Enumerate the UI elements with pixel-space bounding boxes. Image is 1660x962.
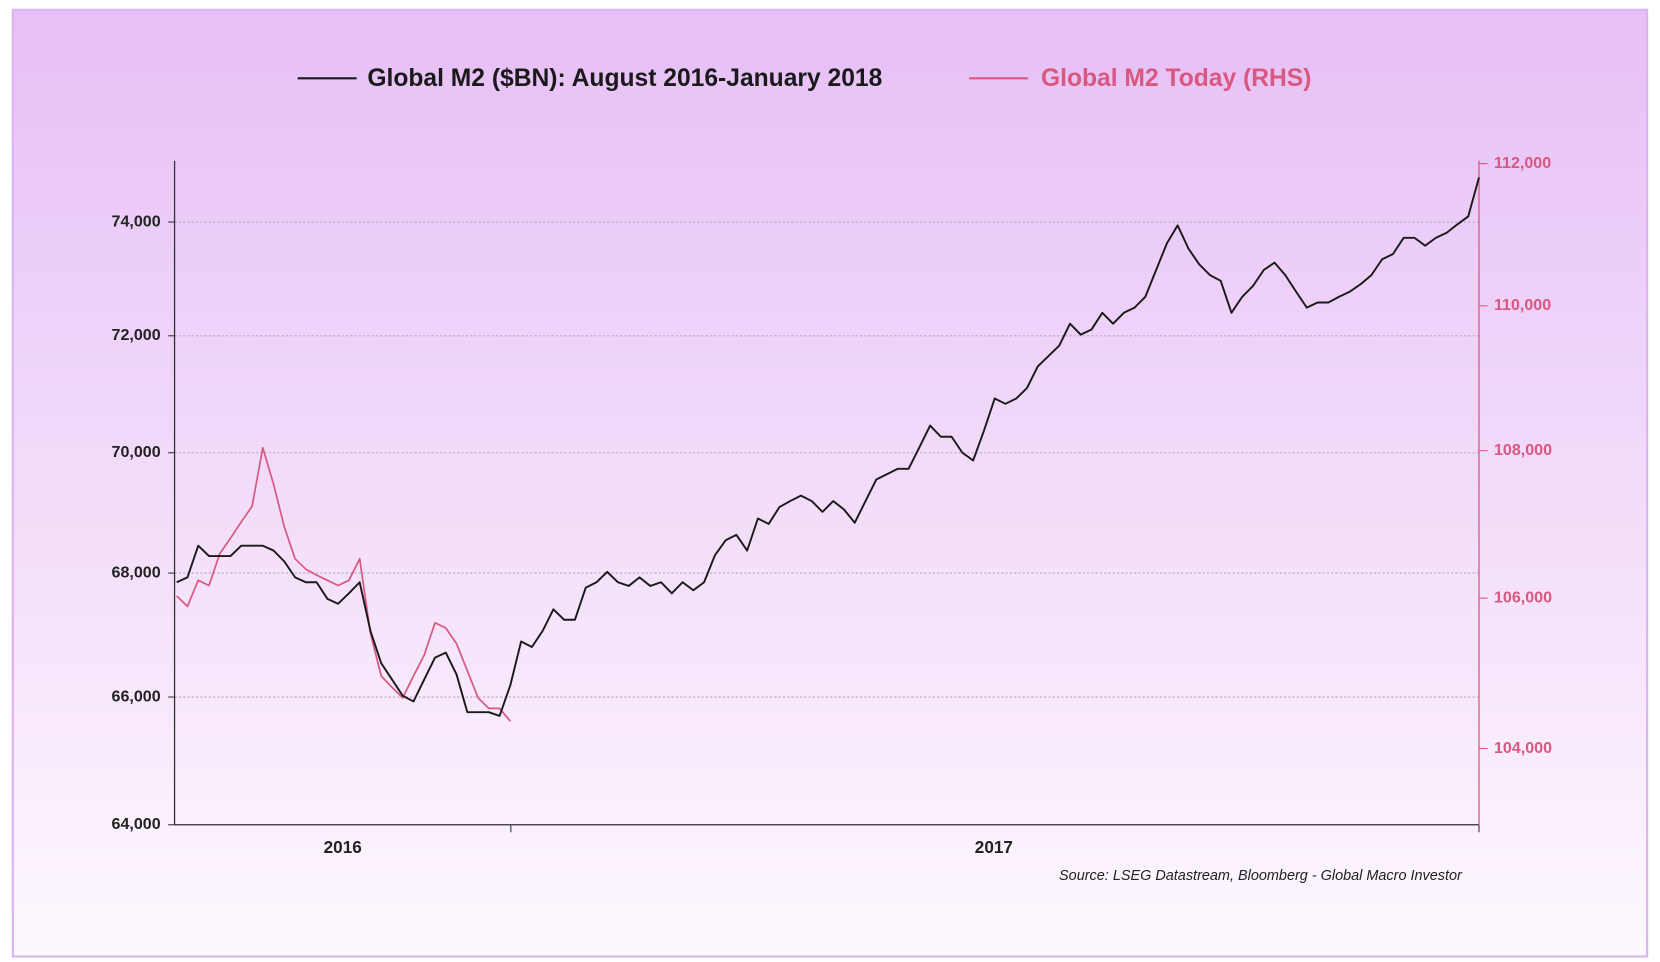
legend-label: Global M2 ($BN): August 2016-January 201… (367, 65, 882, 92)
source-note: Source: LSEG Datastream, Bloomberg - Glo… (1059, 868, 1463, 884)
y-tick-label: 74,000 (112, 212, 161, 230)
chart-background (11, 8, 1649, 958)
y-tick-label: 64,000 (112, 815, 161, 833)
x-tick-label: 2017 (975, 837, 1013, 857)
series-line (176, 177, 1480, 717)
y2-tick-label: 106,000 (1494, 588, 1552, 606)
y-tick-label: 68,000 (112, 563, 161, 581)
y-tick-label: 72,000 (112, 326, 161, 344)
y2-tick-label: 108,000 (1494, 441, 1552, 459)
y-tick-label: 66,000 (112, 687, 161, 705)
y2-tick-label: 112,000 (1494, 154, 1551, 172)
y-tick-label: 70,000 (112, 443, 161, 461)
y2-tick-label: 104,000 (1494, 739, 1552, 757)
x-tick-label: 2016 (324, 837, 362, 857)
y2-tick-label: 110,000 (1494, 296, 1551, 314)
legend-label: Global M2 Today (RHS) (1041, 65, 1311, 92)
series-line (176, 446, 512, 722)
